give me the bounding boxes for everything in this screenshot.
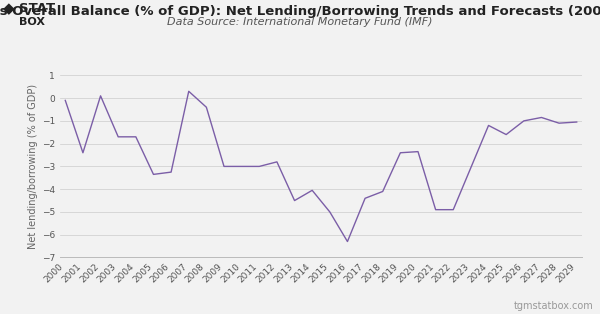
Y-axis label: Net lending/borrowing (% of GDP): Net lending/borrowing (% of GDP) <box>28 84 38 249</box>
Text: tgmstatbox.com: tgmstatbox.com <box>514 301 594 311</box>
Text: Gambia's Overall Balance (% of GDP): Net Lending/Borrowing Trends and Forecasts : Gambia's Overall Balance (% of GDP): Net… <box>0 5 600 18</box>
Text: BOX: BOX <box>19 17 45 27</box>
Text: STAT: STAT <box>19 2 55 14</box>
Text: ◆: ◆ <box>3 2 15 17</box>
Text: Data Source: International Monetary Fund (IMF): Data Source: International Monetary Fund… <box>167 17 433 27</box>
